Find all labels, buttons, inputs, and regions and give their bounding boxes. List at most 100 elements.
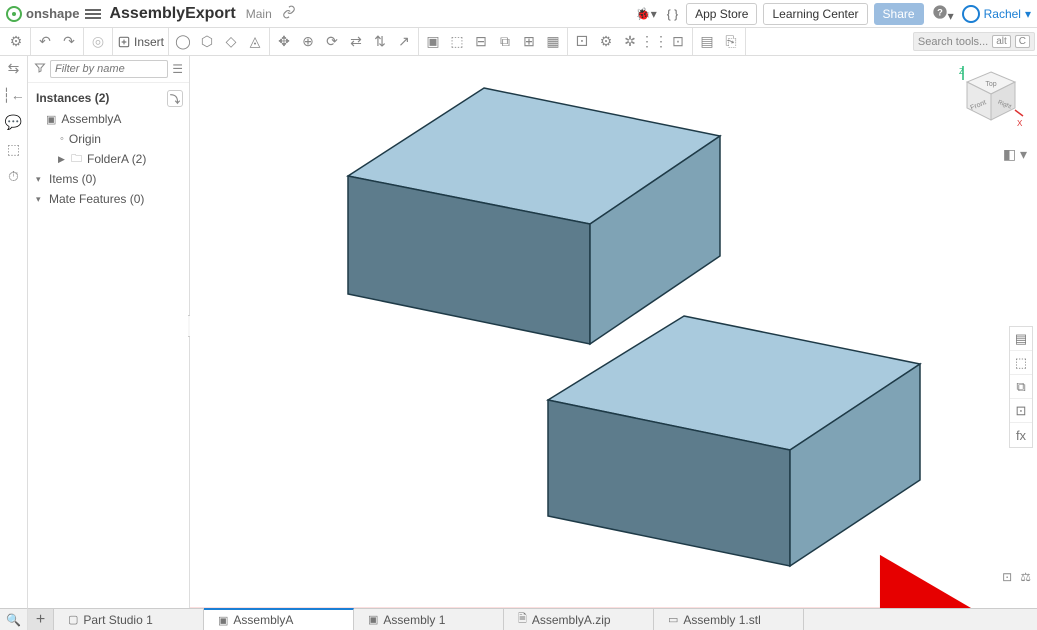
mate-icon-1[interactable]: ✥ bbox=[274, 32, 294, 52]
tool-icon-h[interactable]: ✲ bbox=[620, 32, 640, 52]
tool-icon-4[interactable]: ◬ bbox=[245, 32, 265, 52]
tool-icon-f[interactable]: ▦ bbox=[543, 32, 563, 52]
right-tool-4[interactable]: ⊡ bbox=[1010, 399, 1032, 423]
caret-down-icon: ▾ bbox=[36, 174, 44, 185]
brand-text: onshape bbox=[26, 6, 79, 21]
strip-comment-icon[interactable]: 💬 bbox=[5, 114, 22, 131]
bug-icon[interactable]: 🐞▾ bbox=[634, 5, 659, 23]
kbd-alt: alt bbox=[992, 35, 1011, 48]
tool-icon-e[interactable]: ⊞ bbox=[519, 32, 539, 52]
undo-icon[interactable]: ↶ bbox=[35, 32, 55, 52]
insert-label: Insert bbox=[134, 35, 164, 49]
mate-icon-5[interactable]: ⇅ bbox=[370, 32, 390, 52]
svg-text:?: ? bbox=[937, 7, 943, 17]
br-icon-2[interactable]: ⚖ bbox=[1020, 570, 1031, 584]
br-icon-1[interactable]: ⊡ bbox=[1002, 570, 1012, 584]
mate-header[interactable]: ▾ Mate Features (0) bbox=[28, 189, 189, 209]
branch-label[interactable]: Main bbox=[246, 7, 272, 21]
right-tool-1[interactable]: ▤ bbox=[1010, 327, 1032, 351]
annotation-arrow bbox=[190, 353, 1007, 608]
mate-icon-2[interactable]: ⊕ bbox=[298, 32, 318, 52]
view-cube[interactable]: Top Front Right Z X bbox=[957, 62, 1025, 142]
tool-icon-2[interactable]: ⬡ bbox=[197, 32, 217, 52]
share-button[interactable]: Share bbox=[874, 3, 924, 25]
tab-assemblya[interactable]: ▣ AssemblyA bbox=[204, 608, 354, 630]
viewcube-dropdown[interactable]: ◧ ▾ bbox=[1003, 146, 1027, 163]
user-menu[interactable]: Rachel ▾ bbox=[962, 5, 1031, 23]
right-tool-2[interactable]: ⬚ bbox=[1010, 351, 1032, 375]
settings-icon[interactable]: ⚙ bbox=[6, 32, 26, 52]
partstudio-icon: ▢ bbox=[68, 613, 78, 626]
tool-icon-b[interactable]: ⬚ bbox=[447, 32, 467, 52]
mate-icon-6[interactable]: ↗ bbox=[394, 32, 414, 52]
learning-center-button[interactable]: Learning Center bbox=[763, 3, 867, 25]
insert-button[interactable]: Insert bbox=[117, 35, 164, 49]
tab-zip[interactable]: 🗎 AssemblyA.zip bbox=[504, 609, 654, 630]
tab-part-studio-1[interactable]: ▢ Part Studio 1 bbox=[54, 609, 204, 630]
tool-icon-3[interactable]: ◇ bbox=[221, 32, 241, 52]
target-icon[interactable]: ◎ bbox=[88, 32, 108, 52]
block-1 bbox=[348, 88, 720, 344]
link-icon[interactable] bbox=[282, 5, 296, 22]
stl-icon: ▭ bbox=[668, 613, 678, 626]
right-tool-3[interactable]: ⧉ bbox=[1010, 375, 1032, 399]
panel-filter-row: ☰ bbox=[28, 56, 189, 83]
filter-input[interactable] bbox=[50, 60, 168, 78]
bottom-search-icon[interactable]: 🔍 bbox=[0, 608, 28, 630]
brand-logo[interactable]: onshape bbox=[6, 6, 79, 22]
gear-icon[interactable]: ⚙ bbox=[596, 32, 616, 52]
tool-icon-a[interactable]: ▣ bbox=[423, 32, 443, 52]
hamburger-icon[interactable] bbox=[85, 9, 101, 19]
header-bar: onshape AssemblyExport Main 🐞▾ { } App S… bbox=[0, 0, 1037, 28]
strip-add-icon[interactable]: ┆← bbox=[2, 87, 24, 104]
items-header[interactable]: ▾ Items (0) bbox=[28, 169, 189, 189]
instance-origin[interactable]: ◦ Origin bbox=[28, 129, 189, 149]
tool-icon-i[interactable]: ⋮⋮ bbox=[644, 32, 664, 52]
tool-icon-c[interactable]: ⊟ bbox=[471, 32, 491, 52]
strip-tree-icon[interactable]: ⇆ bbox=[8, 60, 20, 77]
list-toggle-icon[interactable]: ☰ bbox=[172, 62, 183, 76]
svg-text:Z: Z bbox=[959, 67, 964, 76]
help-icon[interactable]: ?▾ bbox=[930, 2, 956, 25]
tab4-label: AssemblyA.zip bbox=[532, 613, 611, 627]
main-toolbar: ⚙ ↶ ↷ ◎ Insert ◯ ⬡ ◇ ◬ ✥ ⊕ ⟳ ⇄ ⇅ ↗ ▣ ⬚ ⊟… bbox=[0, 28, 1037, 56]
search-tools-label: Search tools... bbox=[918, 36, 988, 48]
redo-icon[interactable]: ↷ bbox=[59, 32, 79, 52]
strip-cube-icon[interactable]: ⬚ bbox=[7, 141, 20, 158]
viewport-3d[interactable]: Top Front Right Z X ◧ ▾ ▤ ⬚ ⧉ ⊡ fx ⊡ ⚖ bbox=[190, 56, 1037, 608]
foldera-label: FolderA (2) bbox=[87, 152, 146, 166]
strip-timer-icon[interactable]: ⏱ bbox=[8, 168, 19, 185]
instance-foldera[interactable]: ▶ 🗀 FolderA (2) bbox=[28, 149, 189, 169]
tab-stl[interactable]: ▭ Assembly 1.stl bbox=[654, 609, 804, 630]
zip-icon: 🗎 bbox=[518, 610, 527, 629]
tool-icon-1[interactable]: ◯ bbox=[173, 32, 193, 52]
assembly-icon: ▣ bbox=[46, 113, 56, 126]
bottom-tab-bar: + ▢ Part Studio 1 ▣ AssemblyA ▣ Assembly… bbox=[28, 608, 1037, 630]
tool-icon-d[interactable]: ⧉ bbox=[495, 32, 515, 52]
document-title[interactable]: AssemblyExport bbox=[109, 5, 235, 23]
folder-icon: 🗀 bbox=[71, 150, 82, 169]
instance-assemblya[interactable]: ▣ AssemblyA bbox=[28, 109, 189, 129]
assemblya-label: AssemblyA bbox=[61, 112, 121, 126]
chevron-down-icon: ▾ bbox=[1025, 7, 1031, 21]
instances-dropdown-icon[interactable]: ⤵ bbox=[167, 90, 183, 107]
instances-header[interactable]: Instances (2) ⤵ bbox=[28, 87, 189, 109]
mate-label: Mate Features (0) bbox=[49, 192, 144, 206]
mate-icon-3[interactable]: ⟳ bbox=[322, 32, 342, 52]
search-tools[interactable]: Search tools... alt C bbox=[913, 32, 1035, 51]
right-tool-5[interactable]: fx bbox=[1010, 423, 1032, 447]
tool-icon-k[interactable]: ▤ bbox=[697, 32, 717, 52]
tab1-label: Part Studio 1 bbox=[83, 613, 152, 627]
caret-down-icon-2: ▾ bbox=[36, 194, 44, 205]
mate-icon-4[interactable]: ⇄ bbox=[346, 32, 366, 52]
add-tab-button[interactable]: + bbox=[28, 609, 54, 630]
tool-icon-l[interactable]: ⎘ bbox=[721, 32, 741, 52]
right-tool-strip: ▤ ⬚ ⧉ ⊡ fx bbox=[1009, 326, 1033, 448]
tab-assembly-1[interactable]: ▣ Assembly 1 bbox=[354, 609, 504, 630]
appstore-button[interactable]: App Store bbox=[686, 3, 757, 25]
filter-icon[interactable] bbox=[34, 62, 46, 77]
tool-icon-j[interactable]: ⊡ bbox=[668, 32, 688, 52]
tool-icon-g[interactable]: ⚀ bbox=[572, 32, 592, 52]
tab3-label: Assembly 1 bbox=[383, 613, 445, 627]
code-icon[interactable]: { } bbox=[665, 5, 680, 23]
